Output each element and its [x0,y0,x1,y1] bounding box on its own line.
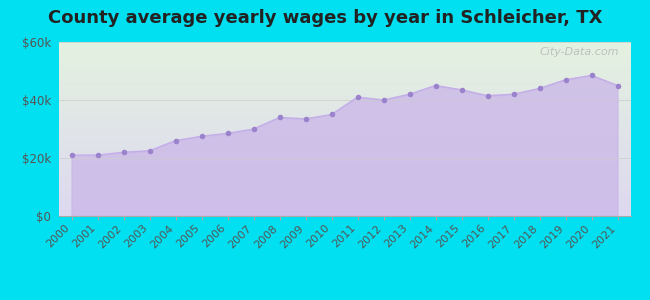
Point [274,115,285,120]
Point [170,138,181,143]
Point [248,127,259,131]
Point [222,131,233,136]
Point [430,83,441,88]
Point [66,153,77,158]
Text: City-Data.com: City-Data.com [540,47,619,57]
Point [300,116,311,121]
Point [92,153,103,158]
Point [404,92,415,97]
Point [118,150,129,154]
Point [326,112,337,117]
Point [352,95,363,100]
Point [378,98,389,102]
Point [612,83,623,88]
Point [560,77,571,82]
Text: County average yearly wages by year in Schleicher, TX: County average yearly wages by year in S… [47,9,603,27]
Point [456,87,467,92]
Point [508,92,519,97]
Point [534,86,545,91]
Point [144,148,155,153]
Point [586,73,597,78]
Point [196,134,207,139]
Point [482,93,493,98]
